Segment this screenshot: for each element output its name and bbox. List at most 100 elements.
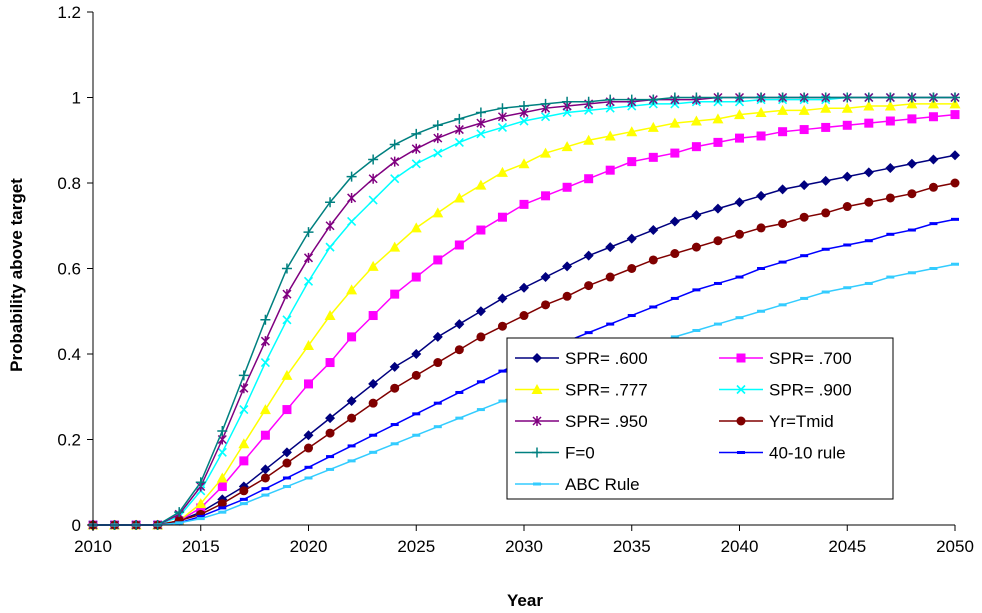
data-point bbox=[562, 291, 572, 301]
data-point bbox=[259, 404, 271, 415]
data-point bbox=[799, 125, 809, 135]
data-point bbox=[928, 112, 938, 122]
data-point bbox=[778, 260, 787, 264]
x-tick-label: 2040 bbox=[721, 537, 759, 556]
x-tick-label: 2015 bbox=[182, 537, 220, 556]
x-tick-label: 2030 bbox=[505, 537, 543, 556]
data-point bbox=[389, 139, 400, 150]
data-point bbox=[540, 147, 552, 158]
data-point bbox=[411, 349, 422, 359]
legend-marker bbox=[532, 353, 542, 363]
data-point bbox=[735, 316, 744, 320]
data-point bbox=[734, 197, 745, 208]
data-point bbox=[497, 103, 508, 114]
data-point bbox=[843, 286, 852, 290]
data-point bbox=[498, 369, 507, 373]
data-point bbox=[260, 314, 271, 325]
data-point bbox=[304, 379, 313, 389]
data-point bbox=[734, 92, 745, 103]
data-point bbox=[820, 102, 832, 113]
data-point bbox=[735, 133, 744, 143]
data-point bbox=[907, 228, 916, 232]
data-point bbox=[260, 464, 271, 475]
data-point bbox=[562, 182, 572, 192]
data-point bbox=[476, 225, 486, 235]
data-point bbox=[195, 477, 206, 488]
data-point bbox=[239, 405, 249, 415]
data-point bbox=[605, 103, 615, 113]
data-point bbox=[863, 167, 874, 178]
data-point bbox=[411, 159, 421, 169]
data-point bbox=[196, 517, 205, 521]
data-point bbox=[712, 203, 723, 214]
data-point bbox=[475, 306, 486, 317]
data-point bbox=[390, 156, 400, 167]
data-point bbox=[390, 289, 400, 299]
data-point bbox=[497, 122, 508, 132]
data-point bbox=[669, 216, 680, 227]
data-point bbox=[239, 486, 249, 496]
data-point bbox=[497, 321, 507, 331]
data-point bbox=[217, 425, 228, 436]
series-layer bbox=[87, 92, 961, 530]
data-point bbox=[885, 163, 896, 174]
data-point bbox=[260, 336, 270, 347]
data-point bbox=[541, 191, 551, 201]
data-point bbox=[261, 487, 270, 491]
data-point bbox=[239, 502, 248, 506]
data-point bbox=[777, 184, 788, 195]
data-point bbox=[755, 106, 767, 117]
data-point bbox=[260, 357, 270, 368]
legend-label: Yr=Tmid bbox=[769, 412, 834, 431]
data-point bbox=[821, 247, 830, 251]
data-point bbox=[690, 115, 702, 126]
data-point bbox=[928, 182, 938, 192]
data-point bbox=[799, 180, 810, 191]
data-point bbox=[454, 137, 464, 147]
data-point bbox=[282, 315, 292, 325]
data-point bbox=[433, 358, 443, 368]
data-point bbox=[799, 92, 810, 103]
data-point bbox=[325, 358, 335, 368]
data-point bbox=[476, 408, 485, 412]
legend-item: SPR= .950 bbox=[515, 412, 648, 431]
data-point bbox=[951, 262, 959, 266]
data-point bbox=[842, 120, 852, 130]
data-point bbox=[497, 293, 508, 304]
legend-marker bbox=[736, 384, 746, 395]
data-point bbox=[906, 158, 917, 169]
data-point bbox=[281, 447, 292, 458]
data-point bbox=[713, 322, 722, 326]
legend-item: SPR= .777 bbox=[515, 381, 648, 400]
legend-label: SPR= .600 bbox=[565, 349, 648, 368]
data-point bbox=[346, 396, 357, 407]
data-point bbox=[798, 104, 810, 115]
data-point bbox=[368, 378, 379, 389]
data-point bbox=[864, 281, 873, 285]
y-tick-label: 1 bbox=[72, 89, 81, 108]
data-point bbox=[627, 314, 636, 318]
legend-label: SPR= .950 bbox=[565, 412, 648, 431]
data-point bbox=[303, 227, 314, 238]
data-point bbox=[476, 129, 486, 139]
data-point bbox=[692, 328, 701, 332]
data-point bbox=[669, 92, 680, 103]
data-point bbox=[648, 152, 658, 162]
data-point bbox=[841, 102, 853, 113]
data-point bbox=[260, 430, 270, 440]
legend-marker bbox=[736, 416, 746, 426]
data-point bbox=[433, 148, 443, 158]
data-point bbox=[842, 171, 853, 182]
data-point bbox=[455, 390, 464, 394]
y-tick-label: 0.2 bbox=[57, 431, 81, 450]
data-point bbox=[584, 281, 594, 291]
data-point bbox=[627, 264, 637, 273]
data-point bbox=[518, 158, 530, 169]
data-point bbox=[454, 124, 464, 135]
data-point bbox=[821, 208, 831, 218]
data-point bbox=[304, 465, 313, 469]
data-point bbox=[756, 190, 767, 201]
data-point bbox=[282, 289, 292, 300]
data-point bbox=[950, 92, 960, 103]
